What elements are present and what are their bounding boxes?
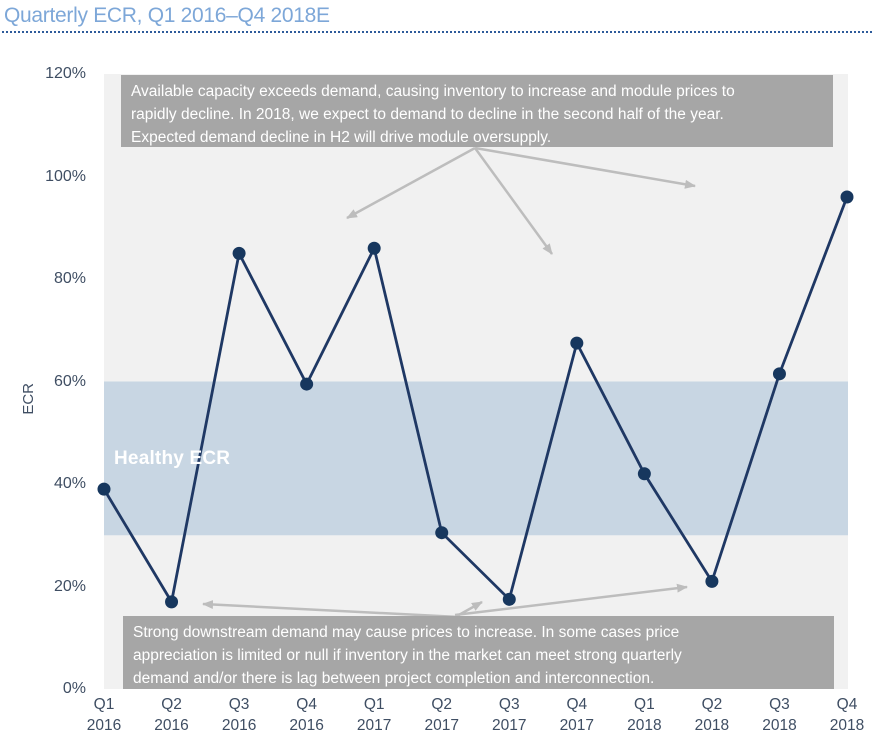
y-tick-label: 0% [62,680,86,697]
annotation-line: appreciation is limited or null if inven… [133,647,682,664]
data-point [502,592,516,606]
x-category-line: Q1 [93,696,115,713]
y-tick-label: 100% [45,167,86,185]
annotation-bottom: Strong downstream demand may cause price… [123,616,834,689]
x-category-line: 2018 [829,717,865,734]
data-point [367,241,381,255]
y-tick-label: 80% [53,270,86,287]
healthy-band-label: Healthy ECR [114,448,231,469]
x-category-label: Q1 2016 [70,694,138,736]
x-category-line: Q2 [431,696,453,713]
x-category-line: Q3 [228,696,250,713]
x-category-line: 2016 [289,717,324,734]
data-point [705,574,719,588]
x-category-line: Q4 [836,696,858,713]
annotation-line: Strong downstream demand may cause price… [133,624,680,641]
annotation-arrow [454,583,688,617]
x-category-label: Q2 2018 [678,694,746,736]
x-category-line: 2017 [356,717,392,734]
annotation-arrow [202,600,460,619]
x-category-label: Q4 2018 [813,694,874,736]
x-category-line: 2017 [492,717,527,734]
data-point [300,377,314,391]
ecr-series [97,190,854,609]
annotation-arrows [202,146,696,619]
annotation-line: Available capacity exceeds demand, causi… [131,83,735,100]
annotation-arrow [474,146,696,189]
x-category-label: Q2 2016 [138,694,206,736]
x-category-label: Q4 2017 [543,694,611,736]
x-category-line: 2017 [559,717,595,734]
data-point [165,595,179,609]
data-point [97,482,111,496]
y-tick-label: 120% [45,65,86,82]
y-tick-label: 40% [53,475,86,492]
annotation-arrow [346,146,476,220]
x-category-label: Q3 2017 [475,694,543,736]
ecr-line [102,196,849,606]
x-category-label: Q3 2018 [745,694,813,736]
x-category-line: Q2 [161,696,182,713]
x-category-line: Q2 [701,696,723,713]
data-point [570,336,584,350]
y-tick-label: 60% [53,372,86,390]
x-category-line: 2017 [424,717,459,734]
data-point [232,246,246,260]
x-category-line: Q4 [296,696,317,713]
x-category-label: Q3 2016 [205,694,273,736]
title-rule [2,31,872,33]
data-point [637,467,651,481]
y-tick-label: 20% [53,577,86,595]
annotation-top: Available capacity exceeds demand, causi… [121,75,833,147]
x-category-line: Q3 [498,696,520,713]
annotation-arrow [473,147,554,255]
x-category-label: Q4 2016 [273,694,341,736]
x-category-line: Q4 [566,696,588,713]
plot-area [104,74,848,689]
x-category-line: 2018 [694,717,730,734]
x-category-line: Q1 [634,696,655,713]
x-category-line: 2016 [221,717,257,734]
x-category-line: Q1 [363,696,385,713]
x-category-label: Q2 2017 [408,694,476,736]
healthy-ecr-band [104,381,848,536]
x-category-line: 2016 [154,717,189,734]
x-category-label: Q1 2017 [340,694,408,736]
x-category-line: 2018 [762,717,797,734]
x-category-line: Q3 [769,696,790,713]
data-point [772,367,786,381]
data-point [435,526,449,540]
annotation-line: rapidly decline. In 2018, we expect to d… [131,106,724,123]
data-point [840,190,854,204]
x-category-line: 2016 [86,717,122,734]
x-category-line: 2018 [627,717,662,734]
page-title: Quarterly ECR, Q1 2016–Q4 2018E [4,4,330,27]
x-category-label: Q1 2018 [610,694,678,736]
annotation-line: demand and/or there is lag between proje… [133,670,655,687]
annotation-line: Expected demand decline in H2 will drive… [131,129,552,146]
